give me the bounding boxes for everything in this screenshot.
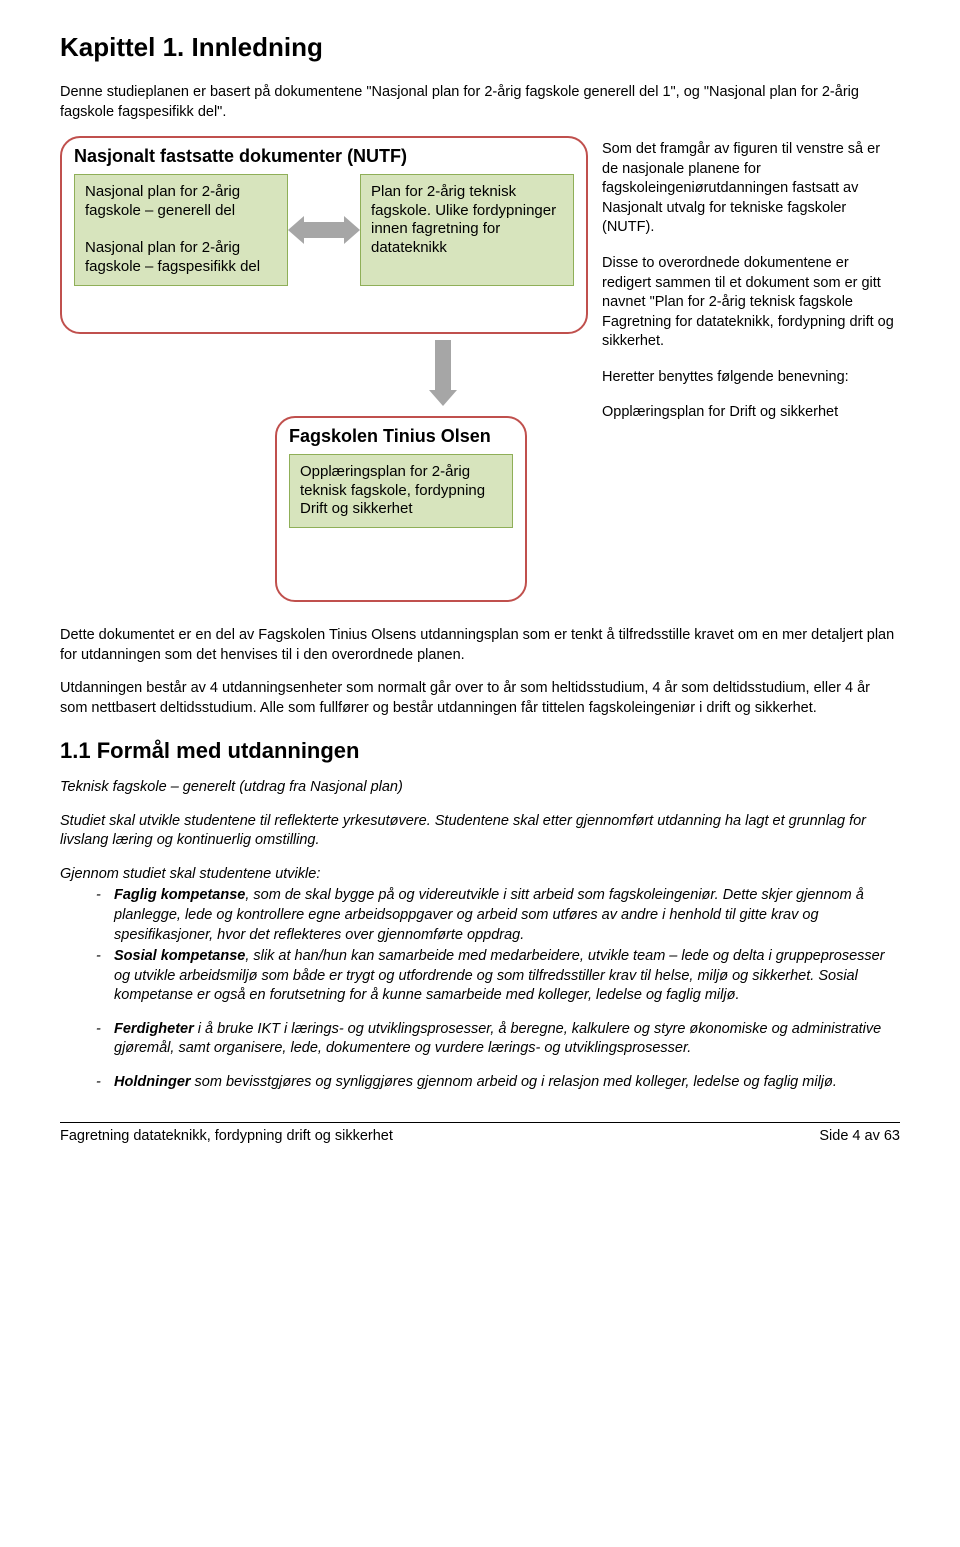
fto-box: Fagskolen Tinius Olsen Opplæringsplan fo… — [275, 416, 527, 602]
diagram-text-row: Nasjonalt fastsatte dokumenter (NUTF) Na… — [60, 136, 900, 606]
list-rest: som bevisstgjøres og synliggjøres gjenno… — [191, 1074, 837, 1090]
side-p1: Som det framgår av figuren til venstre s… — [602, 140, 900, 238]
section-subtitle: Teknisk fagskole – generelt (utdrag fra … — [60, 778, 900, 798]
list-item: Ferdigheter i å bruke IKT i lærings- og … — [96, 1020, 900, 1059]
fto-inner: Opplæringsplan for 2-årig teknisk fagsko… — [289, 454, 513, 528]
footer-right: Side 4 av 63 — [819, 1127, 900, 1147]
section-1-1-heading: 1.1 Formål med utdanningen — [60, 736, 900, 766]
list-item: Holdninger som bevisstgjøres og synliggj… — [96, 1073, 900, 1093]
list-item: Sosial kompetanse, slik at han/hun kan s… — [96, 947, 900, 1006]
section-p1: Studiet skal utvikle studentene til refl… — [60, 812, 900, 851]
side-text-column: Som det framgår av figuren til venstre s… — [602, 136, 900, 439]
list-lead: Holdninger — [114, 1074, 191, 1090]
list-intro: Gjennom studiet skal studentene utvikle: — [60, 865, 900, 885]
competence-list: Faglig kompetanse, som de skal bygge på … — [60, 886, 900, 1092]
fto-box-title: Fagskolen Tinius Olsen — [289, 426, 513, 448]
page-footer: Fagretning datateknikk, fordypning drift… — [60, 1122, 900, 1147]
list-lead: Sosial kompetanse — [114, 948, 245, 964]
list-lead: Faglig kompetanse — [114, 887, 245, 903]
down-arrow-icon — [435, 340, 451, 390]
double-arrow-icon — [304, 222, 344, 238]
body-p2: Utdanningen består av 4 utdanningsenhete… — [60, 679, 900, 718]
nutf-right-inner: Plan for 2-årig teknisk fagskole. Ulike … — [360, 174, 574, 286]
nutf-box: Nasjonalt fastsatte dokumenter (NUTF) Na… — [60, 136, 588, 334]
nutf-box-title: Nasjonalt fastsatte dokumenter (NUTF) — [74, 146, 574, 168]
diagram-column: Nasjonalt fastsatte dokumenter (NUTF) Na… — [60, 136, 590, 606]
side-p3: Heretter benyttes følgende benevning: — [602, 368, 900, 388]
side-p2: Disse to overordnede dokumentene er redi… — [602, 254, 900, 352]
nutf-left-inner: Nasjonal plan for 2-årig fagskole – gene… — [74, 174, 288, 286]
list-rest: i å bruke IKT i lærings- og utviklingspr… — [114, 1021, 881, 1057]
document-hierarchy-diagram: Nasjonalt fastsatte dokumenter (NUTF) Na… — [60, 136, 590, 606]
body-p1: Dette dokumentet er en del av Fagskolen … — [60, 626, 900, 665]
side-p4: Opplæringsplan for Drift og sikkerhet — [602, 403, 900, 423]
list-item: Faglig kompetanse, som de skal bygge på … — [96, 886, 900, 945]
intro-paragraph: Denne studieplanen er basert på dokument… — [60, 83, 900, 122]
footer-left: Fagretning datateknikk, fordypning drift… — [60, 1127, 393, 1147]
chapter-heading: Kapittel 1. Innledning — [60, 30, 900, 65]
list-lead: Ferdigheter — [114, 1021, 194, 1037]
